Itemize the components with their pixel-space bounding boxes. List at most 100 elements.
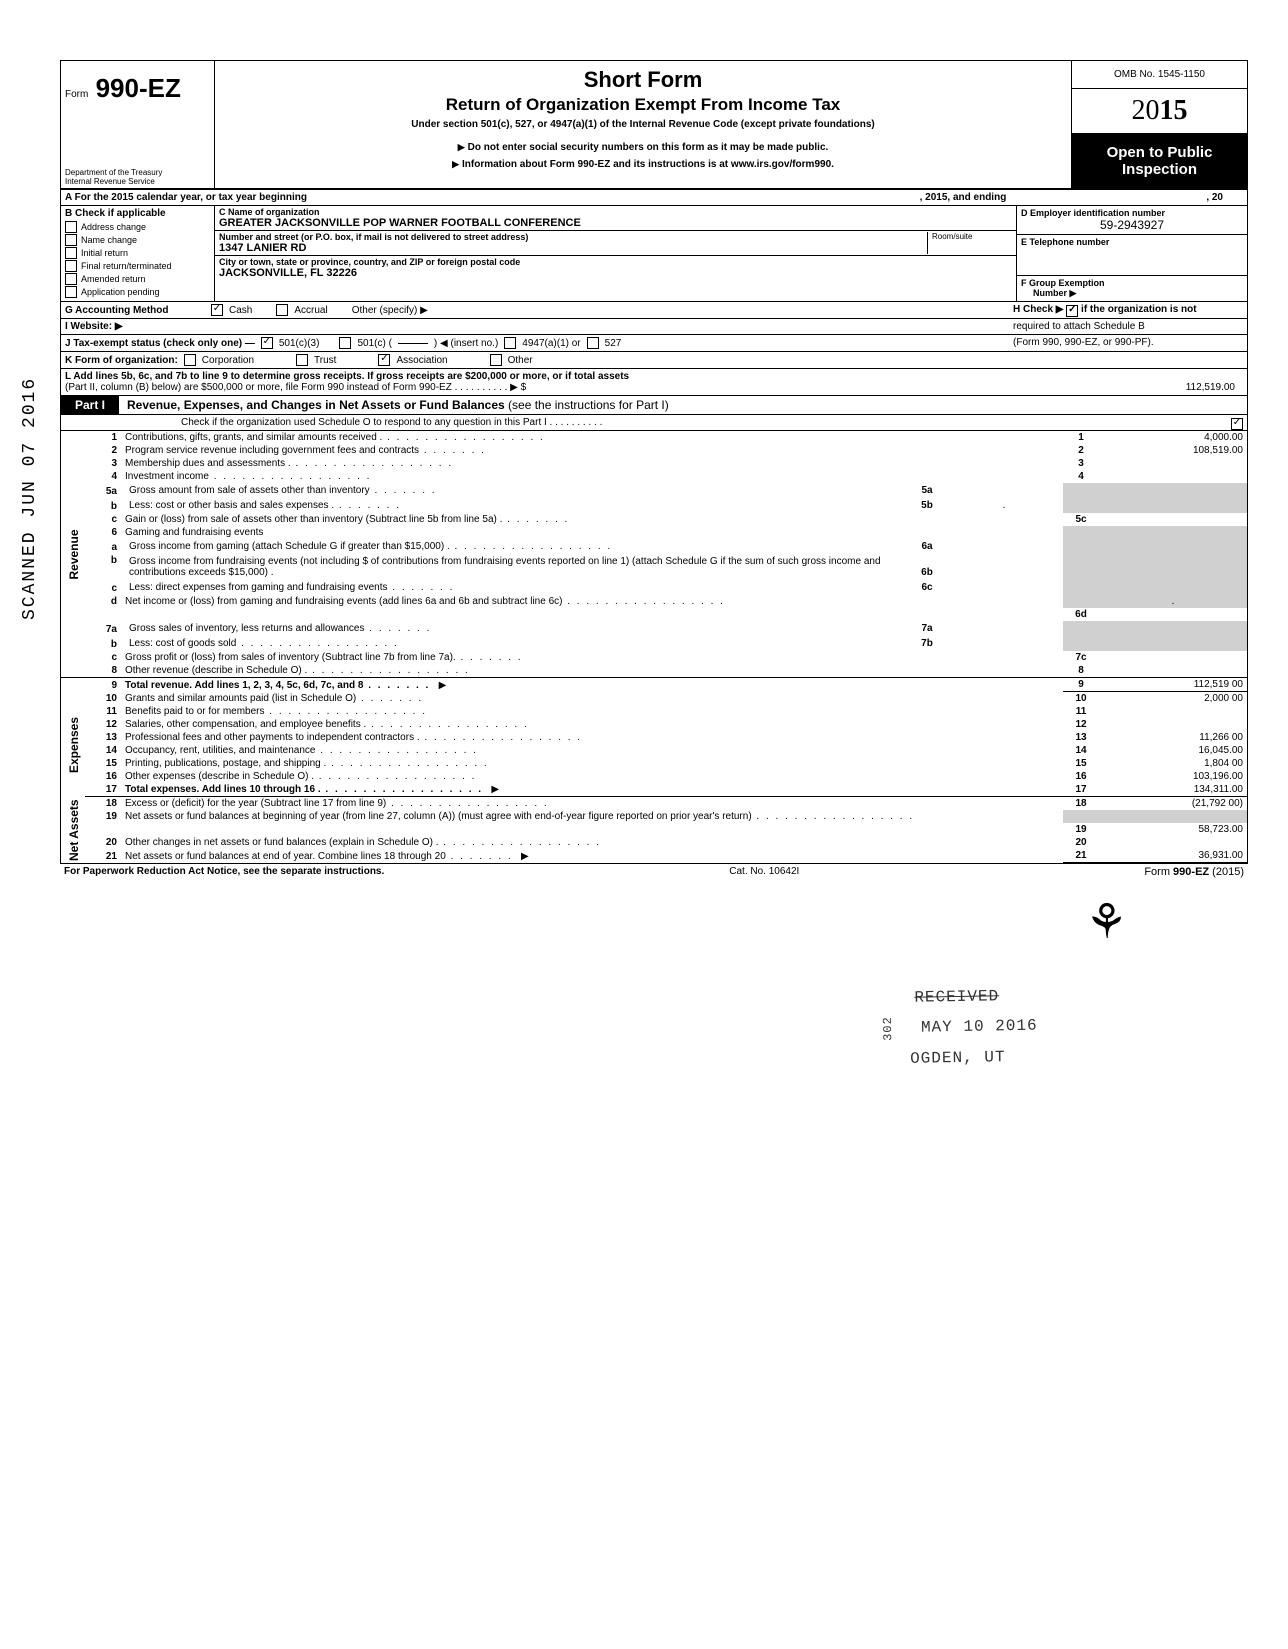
- l11-desc: Benefits paid to or for members: [125, 706, 427, 717]
- l7c-desc: Gross profit or (loss) from sales of inv…: [125, 652, 523, 663]
- header-mid: Short Form Return of Organization Exempt…: [215, 61, 1071, 188]
- d-ein-val: 59-2943927: [1021, 218, 1243, 232]
- arrow-line-2: Information about Form 990-EZ and its in…: [221, 159, 1065, 170]
- l14-desc: Occupancy, rent, utilities, and maintena…: [125, 745, 478, 756]
- l9-desc: Total revenue. Add lines 1, 2, 3, 4, 5c,…: [125, 680, 430, 691]
- stamp-received: RECEIVED: [877, 981, 1038, 1014]
- g-lbl: G Accounting Method: [65, 305, 205, 316]
- footer-right: Form 990-EZ (2015): [1144, 866, 1244, 878]
- j-insert: ) ◀ (insert no.): [434, 338, 498, 349]
- chk-accrual[interactable]: [276, 304, 288, 316]
- chk-corp[interactable]: [184, 354, 196, 366]
- c-city-val: JACKSONVILLE, FL 32226: [219, 267, 357, 279]
- side-netassets: Net Assets: [61, 797, 85, 863]
- row-a-right: , 20: [1206, 192, 1223, 203]
- l21-desc: Net assets or fund balances at end of ye…: [125, 851, 513, 862]
- k-corp: Corporation: [202, 355, 254, 366]
- stamp-302: 302: [877, 1016, 900, 1041]
- header-right: OMB No. 1545-1150 2015 Open to Public In…: [1071, 61, 1247, 188]
- j-501c3: 501(c)(3): [279, 338, 320, 349]
- form-990ez: Form 990-EZ Department of the Treasury I…: [60, 60, 1248, 864]
- stamp-date: MAY 10 2016: [921, 1017, 1038, 1037]
- col-d: D Employer identification number 59-2943…: [1017, 206, 1247, 301]
- chk-cash[interactable]: [211, 304, 223, 316]
- chk-527[interactable]: [587, 337, 599, 349]
- sched-o-line: Check if the organization used Schedule …: [61, 415, 1247, 431]
- footer-left: For Paperwork Reduction Act Notice, see …: [64, 866, 384, 878]
- side-expenses: Expenses: [61, 692, 85, 797]
- l19-desc: Net assets or fund balances at beginning…: [125, 811, 914, 822]
- b-opt-2: Initial return: [81, 248, 128, 258]
- row-a-mid: , 2015, and ending: [920, 192, 1007, 203]
- l10-desc: Grants and similar amounts paid (list in…: [125, 693, 423, 704]
- j-501c: 501(c) (: [357, 338, 391, 349]
- row-a: A For the 2015 calendar year, or tax yea…: [61, 190, 1247, 206]
- part1-label: Part I: [61, 396, 119, 414]
- g-cash: Cash: [229, 305, 252, 316]
- l4-desc: Investment income: [125, 471, 371, 482]
- col-c: C Name of organization GREATER JACKSONVI…: [215, 206, 1017, 301]
- row-i: I Website: ▶ required to attach Schedule…: [61, 319, 1247, 335]
- l8-desc: Other revenue (describe in Schedule O) .: [125, 665, 470, 676]
- chk-501c[interactable]: [339, 337, 351, 349]
- l4-val: [1099, 470, 1247, 483]
- footer: For Paperwork Reduction Act Notice, see …: [60, 864, 1248, 880]
- side-revenue: Revenue: [61, 431, 85, 678]
- l5c-desc: Gain or (loss) from sale of assets other…: [125, 514, 569, 525]
- b-opt-1: Name change: [81, 235, 137, 245]
- l6-desc: Gaming and fundraising events: [121, 526, 1063, 539]
- l13-desc: Professional fees and other payments to …: [125, 732, 582, 743]
- chk-final-return[interactable]: [65, 260, 77, 272]
- l-text2: (Part II, column (B) below) are $500,000…: [65, 382, 526, 393]
- under-section: Under section 501(c), 527, or 4947(a)(1)…: [221, 119, 1065, 130]
- g-other: Other (specify) ▶: [352, 305, 428, 316]
- l1-val: 4,000.00: [1099, 431, 1247, 444]
- b-opt-3: Final return/terminated: [81, 261, 172, 271]
- chk-trust[interactable]: [296, 354, 308, 366]
- chk-app-pending[interactable]: [65, 286, 77, 298]
- chk-other[interactable]: [490, 354, 502, 366]
- open-public-l2: Inspection: [1076, 161, 1243, 178]
- j-527: 527: [605, 338, 622, 349]
- lines-table: Revenue 1 Contributions, gifts, grants, …: [61, 431, 1247, 863]
- chk-initial-return[interactable]: [65, 247, 77, 259]
- short-form-title: Short Form: [221, 67, 1065, 93]
- l19-val: 58,723.00: [1099, 823, 1247, 836]
- row-l: L Add lines 5b, 6c, and 7b to line 9 to …: [61, 369, 1247, 396]
- open-public: Open to Public Inspection: [1072, 134, 1247, 188]
- l6c-desc: Less: direct expenses from gaming and fu…: [129, 582, 454, 593]
- l3-val: [1099, 457, 1247, 470]
- scan-stamp: SCANNED JUN 07 2016: [20, 377, 40, 620]
- l7a-desc: Gross sales of inventory, less returns a…: [129, 623, 431, 634]
- received-stamp: RECEIVED 302 MAY 10 2016 OGDEN, UT: [877, 981, 1039, 1075]
- l16-desc: Other expenses (describe in Schedule O) …: [125, 771, 476, 782]
- l5b-desc: Less: cost or other basis and sales expe…: [129, 500, 401, 511]
- g-accr: Accrual: [294, 305, 327, 316]
- row-a-left: A For the 2015 calendar year, or tax yea…: [65, 192, 307, 203]
- f-grp-lbl: F Group Exemption: [1021, 278, 1105, 288]
- chk-501c3[interactable]: [261, 337, 273, 349]
- row-k: K Form of organization: Corporation Trus…: [61, 352, 1247, 369]
- stamp-ogden: OGDEN, UT: [878, 1041, 1039, 1074]
- f-grp-lbl2: Number ▶: [1021, 288, 1076, 298]
- row-g: G Accounting Method Cash Accrual Other (…: [61, 302, 1247, 319]
- l7b-desc: Less: cost of goods sold: [129, 638, 399, 649]
- chk-sched-o[interactable]: [1231, 418, 1243, 430]
- chk-4947[interactable]: [504, 337, 516, 349]
- b-opt-5: Application pending: [81, 287, 160, 297]
- chk-assoc[interactable]: [378, 354, 390, 366]
- chk-amended[interactable]: [65, 273, 77, 285]
- l14-val: 16,045.00: [1099, 744, 1247, 757]
- chk-h[interactable]: [1066, 305, 1078, 317]
- k-lbl: K Form of organization:: [65, 355, 178, 366]
- c-city-lbl: City or town, state or province, country…: [219, 257, 520, 267]
- omb-number: OMB No. 1545-1150: [1072, 61, 1247, 89]
- l18-val: (21,792 00): [1099, 797, 1247, 811]
- j-lbl: J Tax-exempt status (check only one) —: [65, 338, 255, 349]
- l-text1: L Add lines 5b, 6c, and 7b to line 9 to …: [65, 371, 629, 382]
- l3-desc: Membership dues and assessments .: [125, 458, 453, 469]
- h-right-3: (Form 990, 990-EZ, or 990-PF).: [1013, 337, 1243, 348]
- l-amount: 112,519.00: [1186, 382, 1235, 393]
- chk-address-change[interactable]: [65, 221, 77, 233]
- chk-name-change[interactable]: [65, 234, 77, 246]
